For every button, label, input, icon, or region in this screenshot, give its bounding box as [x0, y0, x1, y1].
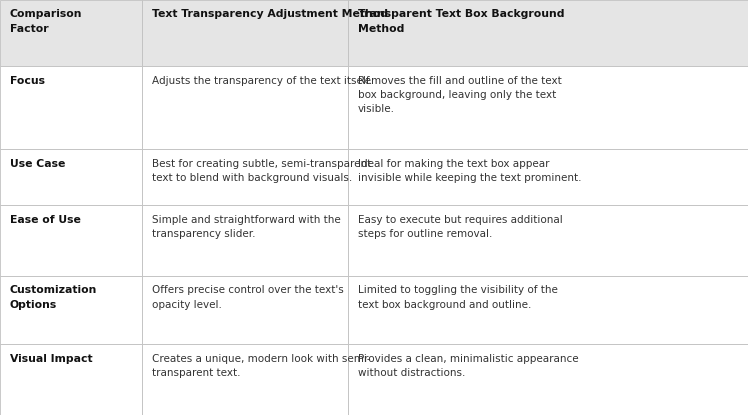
- Text: Comparison
Factor: Comparison Factor: [10, 9, 82, 34]
- Bar: [142, 276, 348, 344]
- Bar: [348, 0, 748, 66]
- Text: Simple and straightforward with the
transparency slider.: Simple and straightforward with the tran…: [152, 215, 340, 239]
- Bar: [348, 149, 748, 205]
- Text: Creates a unique, modern look with semi-
transparent text.: Creates a unique, modern look with semi-…: [152, 354, 370, 378]
- Bar: [0, 66, 142, 149]
- Bar: [142, 66, 348, 149]
- Bar: [0, 205, 142, 276]
- Bar: [142, 0, 348, 66]
- Bar: [348, 66, 748, 149]
- Bar: [142, 149, 348, 205]
- Bar: [0, 149, 142, 205]
- Text: Use Case: Use Case: [10, 159, 65, 168]
- Text: Focus: Focus: [10, 76, 45, 85]
- Text: Provides a clean, minimalistic appearance
without distractions.: Provides a clean, minimalistic appearanc…: [358, 354, 578, 378]
- Text: Limited to toggling the visibility of the
text box background and outline.: Limited to toggling the visibility of th…: [358, 285, 557, 310]
- Bar: [142, 344, 348, 415]
- Text: Visual Impact: Visual Impact: [10, 354, 92, 364]
- Text: Text Transparency Adjustment Method: Text Transparency Adjustment Method: [152, 9, 388, 19]
- Bar: [348, 276, 748, 344]
- Bar: [348, 205, 748, 276]
- Bar: [348, 344, 748, 415]
- Text: Ideal for making the text box appear
invisible while keeping the text prominent.: Ideal for making the text box appear inv…: [358, 159, 581, 183]
- Text: Customization
Options: Customization Options: [10, 285, 97, 310]
- Bar: [0, 276, 142, 344]
- Text: Best for creating subtle, semi-transparent
text to blend with background visuals: Best for creating subtle, semi-transpare…: [152, 159, 371, 183]
- Text: Offers precise control over the text's
opacity level.: Offers precise control over the text's o…: [152, 285, 343, 310]
- Bar: [142, 205, 348, 276]
- Text: Removes the fill and outline of the text
box background, leaving only the text
v: Removes the fill and outline of the text…: [358, 76, 561, 114]
- Text: Ease of Use: Ease of Use: [10, 215, 81, 225]
- Text: Transparent Text Box Background
Method: Transparent Text Box Background Method: [358, 9, 564, 34]
- Text: Easy to execute but requires additional
steps for outline removal.: Easy to execute but requires additional …: [358, 215, 562, 239]
- Text: Adjusts the transparency of the text itself.: Adjusts the transparency of the text its…: [152, 76, 372, 85]
- Bar: [0, 344, 142, 415]
- Bar: [0, 0, 142, 66]
